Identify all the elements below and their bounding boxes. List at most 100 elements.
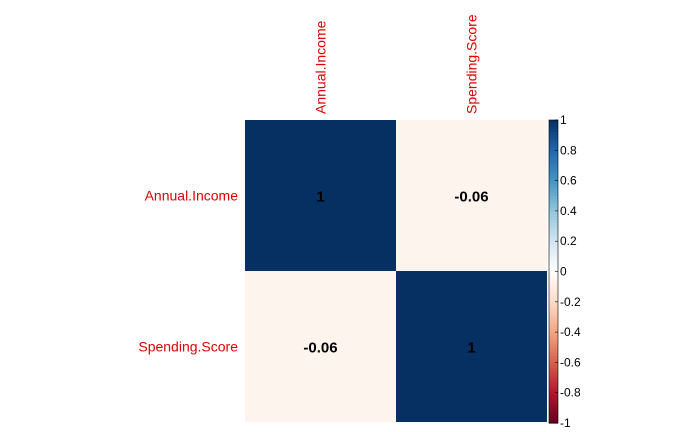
color-legend-tick-label: 0.8 (560, 143, 577, 157)
color-legend-segment (549, 210, 558, 215)
color-legend-segment (549, 380, 558, 385)
color-legend-segment (549, 271, 558, 276)
color-legend-segment (549, 192, 558, 197)
color-legend-segment (549, 238, 558, 242)
color-legend-segment (549, 401, 558, 406)
color-legend-segment (549, 132, 558, 136)
color-legend-segment (549, 298, 558, 303)
color-legend-segment (549, 407, 558, 412)
color-legend-segment (549, 223, 558, 227)
color-legend-segment (549, 156, 558, 160)
heatmap-cell-Annual.Income-Spending.Score (396, 120, 547, 271)
color-legend-segment (549, 356, 558, 360)
color-legend-segment (549, 250, 558, 254)
cell-value-label: -0.06 (454, 189, 488, 206)
color-legend-segment (549, 174, 558, 179)
color-legend-segment (549, 141, 558, 145)
color-legend-segment (549, 313, 558, 318)
color-legend-segment (549, 123, 558, 127)
color-legend-segment (549, 374, 558, 379)
color-legend-segment (549, 283, 558, 288)
color-legend-segment (549, 253, 558, 257)
color-legend-ticks: 1 0.8 0.6 0.4 0.2 0 -0.2 -0.4 -0.6 -0.8 -1 (555, 113, 581, 430)
row-labels: Annual.Income Spending.Score (138, 188, 238, 355)
color-legend-segment (549, 129, 558, 133)
color-legend-segment (549, 226, 558, 230)
color-legend-segment (549, 213, 558, 218)
cell-value-label: 1 (467, 340, 475, 357)
color-legend-segment (549, 319, 558, 324)
color-legend-segment (549, 362, 558, 367)
color-legend-segment (549, 207, 558, 212)
color-legend-segment (549, 168, 558, 173)
color-legend-segment (549, 235, 558, 239)
color-legend-segment (549, 195, 558, 200)
color-legend-tick-label: 1 (560, 113, 567, 127)
color-legend-segment (549, 274, 558, 279)
cell-value-label: 1 (316, 189, 324, 206)
color-legend-segment (549, 219, 558, 224)
color-legend-segment (549, 147, 558, 151)
color-legend-segment (549, 301, 558, 306)
color-legend-segment (549, 326, 558, 330)
row-label: Annual.Income (145, 188, 239, 204)
color-legend-segment (549, 335, 558, 339)
color-legend-segment (549, 350, 558, 354)
color-legend-segment (549, 338, 558, 342)
color-legend-segment (549, 244, 558, 248)
color-legend-segment (549, 371, 558, 376)
color-legend-segment (549, 177, 558, 182)
column-labels: Annual.Income Spending.Score (313, 14, 480, 114)
color-legend-segment (549, 419, 558, 424)
color-legend-segment (549, 395, 558, 400)
color-legend-segment (549, 229, 558, 233)
heatmap-cell-Spending.Score-Spending.Score (396, 271, 547, 422)
color-legend-tick-label: -0.6 (560, 355, 581, 369)
color-legend-segment (549, 135, 558, 139)
color-legend-segment (549, 392, 558, 397)
color-legend-segment (549, 259, 558, 264)
color-legend-segment (549, 404, 558, 409)
color-legend-segment (549, 268, 558, 273)
color-legend-segment (549, 359, 558, 363)
color-legend-segment (549, 171, 558, 176)
color-legend-segment (549, 201, 558, 206)
color-legend-segment (549, 232, 558, 236)
color-legend-segment (549, 332, 558, 336)
color-legend-segment (549, 344, 558, 348)
color-legend-segment (549, 289, 558, 294)
color-legend-tick-label: -0.2 (560, 295, 581, 309)
color-legend-segment (549, 316, 558, 321)
heatmap-cell-Annual.Income-Annual.Income (245, 120, 396, 271)
color-legend-segment (549, 256, 558, 260)
color-legend-segment (549, 413, 558, 418)
heatmap-cells (245, 120, 547, 422)
cell-value-label: -0.06 (303, 340, 337, 357)
color-legend-segment (549, 183, 558, 188)
color-legend-tick-label: 0.2 (560, 234, 577, 248)
color-legend-segment (549, 292, 558, 297)
color-legend-segment (549, 126, 558, 130)
color-legend-tick-label: -0.4 (560, 325, 581, 339)
color-legend-segment (549, 286, 558, 291)
color-legend-segment (549, 368, 558, 373)
heatmap-cell-labels: 1 -0.06 -0.06 1 (303, 189, 488, 357)
color-legend-segment (549, 186, 558, 191)
color-legend-segment (549, 144, 558, 148)
color-legend-segment (549, 386, 558, 391)
color-legend-segment (549, 265, 558, 270)
column-label: Spending.Score (464, 14, 480, 114)
color-legend-segment (549, 295, 558, 300)
color-legend-segment (549, 162, 558, 167)
color-legend-segment (549, 216, 558, 221)
color-legend-segment (549, 189, 558, 194)
heatmap-cell-Spending.Score-Annual.Income (245, 271, 396, 422)
color-legend-tick-label: 0.6 (560, 174, 577, 188)
color-legend-segment (549, 341, 558, 345)
color-legend-segment (549, 389, 558, 394)
color-legend (548, 119, 559, 424)
color-legend-tick-label: 0 (560, 265, 567, 279)
color-legend-segment (549, 180, 558, 185)
color-legend-segment (549, 262, 558, 267)
